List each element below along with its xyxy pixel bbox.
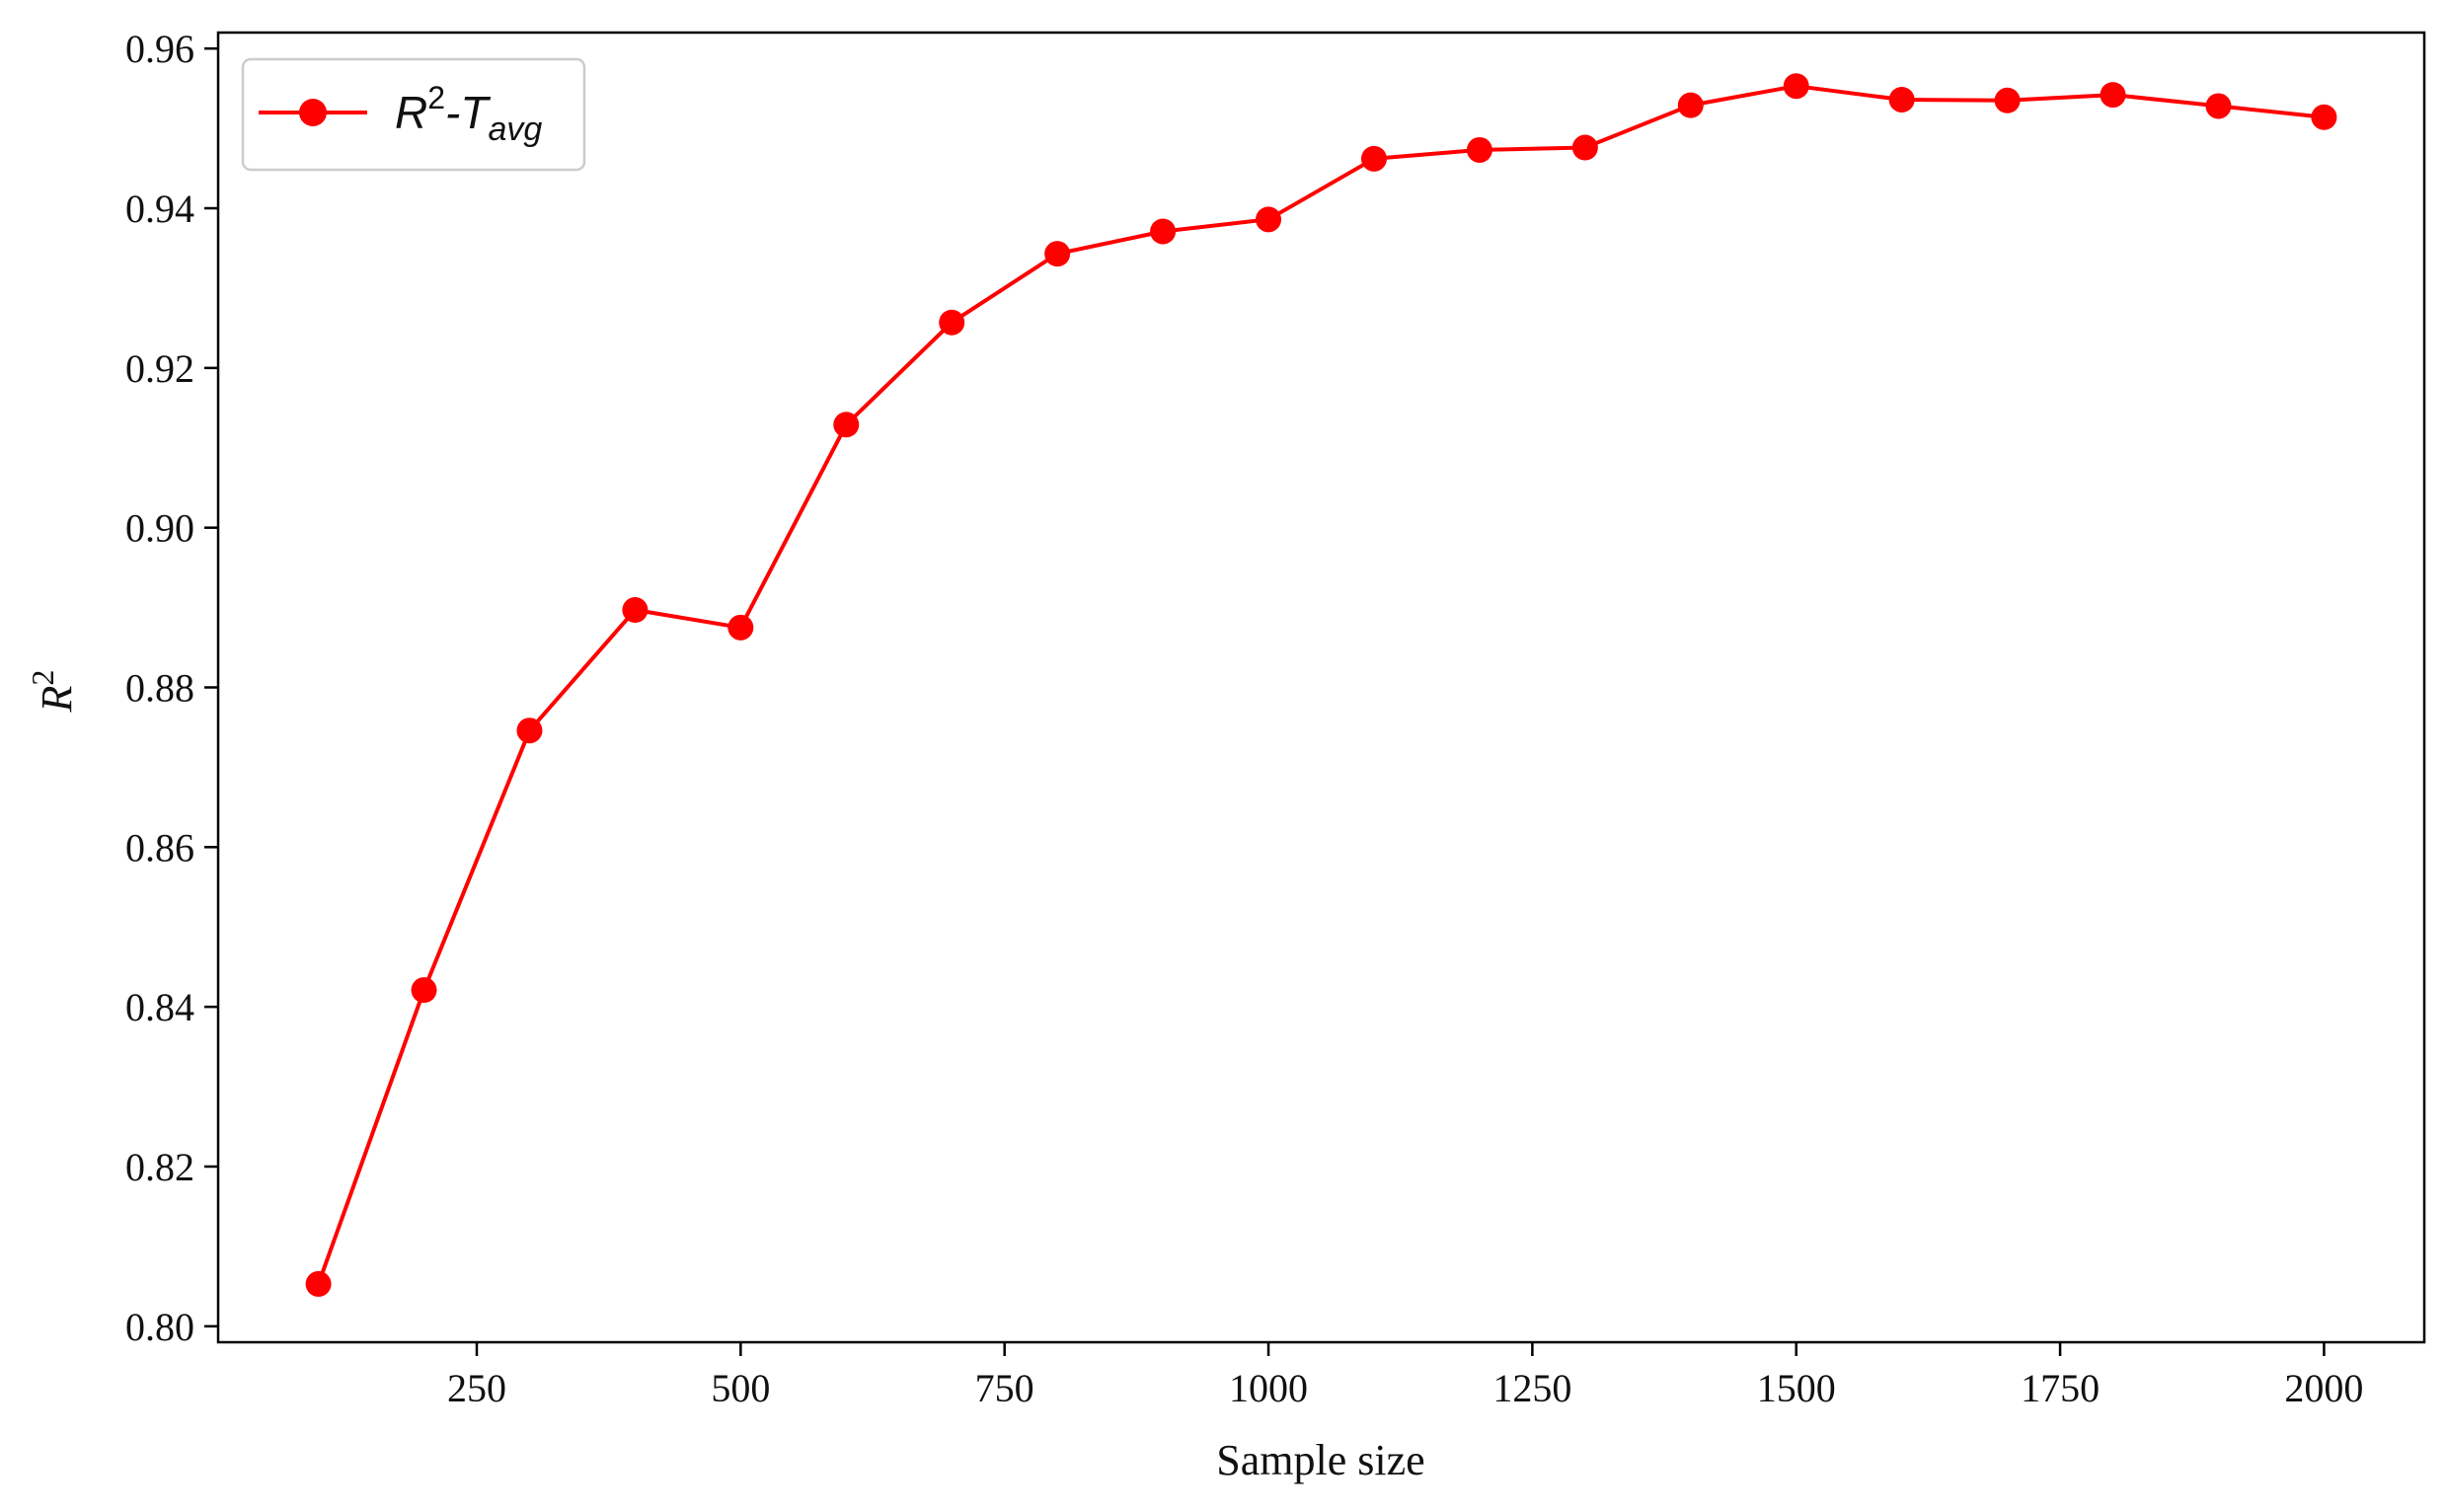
x-axis-title: Sample size	[1216, 1436, 1424, 1484]
x-tick-label: 1750	[2021, 1366, 2100, 1410]
legend-label: R2-Tavg	[395, 80, 542, 148]
legend-label-base: R	[395, 87, 427, 138]
data-point	[516, 718, 543, 744]
plot-background	[218, 33, 2424, 1342]
x-axis-ticks: 250 500 750 1000 1250 1500 1750 2000	[447, 1342, 2363, 1410]
data-point	[2311, 104, 2337, 130]
data-point	[1256, 206, 1282, 233]
y-tick-label: 0.82	[125, 1145, 194, 1189]
data-point	[1466, 136, 1492, 163]
data-point	[411, 977, 437, 1004]
x-tick-label: 750	[975, 1366, 1034, 1410]
y-axis-title: R2	[25, 670, 81, 714]
legend-label-sup: 2	[427, 80, 445, 115]
y-tick-label: 0.86	[125, 825, 194, 869]
y-tick-label: 0.94	[125, 187, 194, 231]
x-tick-label: 1250	[1492, 1366, 1571, 1410]
x-tick-label: 2000	[2284, 1366, 2363, 1410]
y-axis-ticks: 0.80 0.82 0.84 0.86 0.88 0.90 0.92 0.94 0.96	[125, 27, 218, 1349]
x-tick-label: 1500	[1757, 1366, 1836, 1410]
x-tick-label: 500	[711, 1366, 770, 1410]
legend: R2-Tavg	[241, 57, 586, 172]
legend-label-dash: -T	[445, 87, 491, 138]
series-layer	[305, 73, 2337, 1297]
y-axis-title-sup: 2	[25, 670, 60, 686]
legend-label-sub: avg	[488, 111, 542, 148]
data-point	[727, 614, 754, 641]
data-point	[1994, 87, 2021, 113]
y-tick-label: 0.88	[125, 666, 194, 711]
y-tick-label: 0.80	[125, 1305, 194, 1349]
legend-marker-swatch	[299, 99, 327, 126]
data-point	[1783, 73, 1809, 100]
data-point	[1360, 145, 1387, 172]
data-point	[1150, 218, 1177, 245]
y-axis-title-base: R	[33, 685, 81, 713]
y-tick-label: 0.90	[125, 506, 194, 551]
data-point	[622, 597, 649, 624]
legend-box	[241, 57, 586, 172]
y-tick-label: 0.96	[125, 27, 194, 71]
data-point	[833, 412, 860, 438]
series-line	[316, 84, 2325, 1285]
data-point	[2205, 93, 2232, 119]
data-point	[2100, 82, 2126, 109]
data-point	[305, 1270, 332, 1297]
data-point	[1677, 92, 1704, 118]
y-tick-label: 0.84	[125, 985, 194, 1029]
svg-text:R2: R2	[25, 670, 81, 714]
plot-frame	[216, 31, 2426, 1344]
data-point	[1571, 134, 1598, 161]
y-tick-label: 0.92	[125, 346, 194, 391]
data-point	[1044, 241, 1071, 267]
data-point	[939, 309, 965, 336]
x-tick-label: 1000	[1229, 1366, 1308, 1410]
x-tick-label: 250	[447, 1366, 506, 1410]
data-point	[1888, 86, 1915, 113]
